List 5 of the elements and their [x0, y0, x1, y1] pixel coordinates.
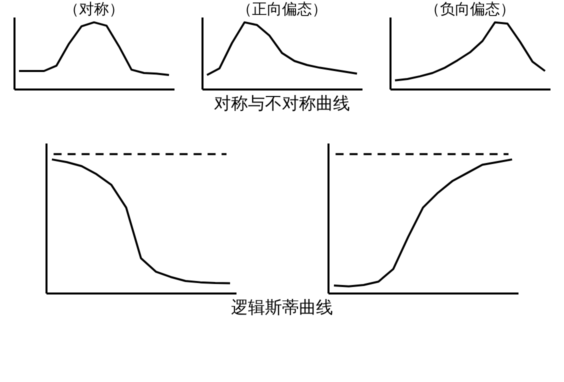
chart-title: （负向偏态） — [425, 0, 515, 18]
text: 对称与不对称曲线 — [213, 93, 351, 116]
text: 逻辑斯蒂曲线 — [230, 297, 334, 320]
chart-title: （正向偏态） — [237, 0, 327, 18]
chart-title: （对称） — [64, 0, 124, 18]
